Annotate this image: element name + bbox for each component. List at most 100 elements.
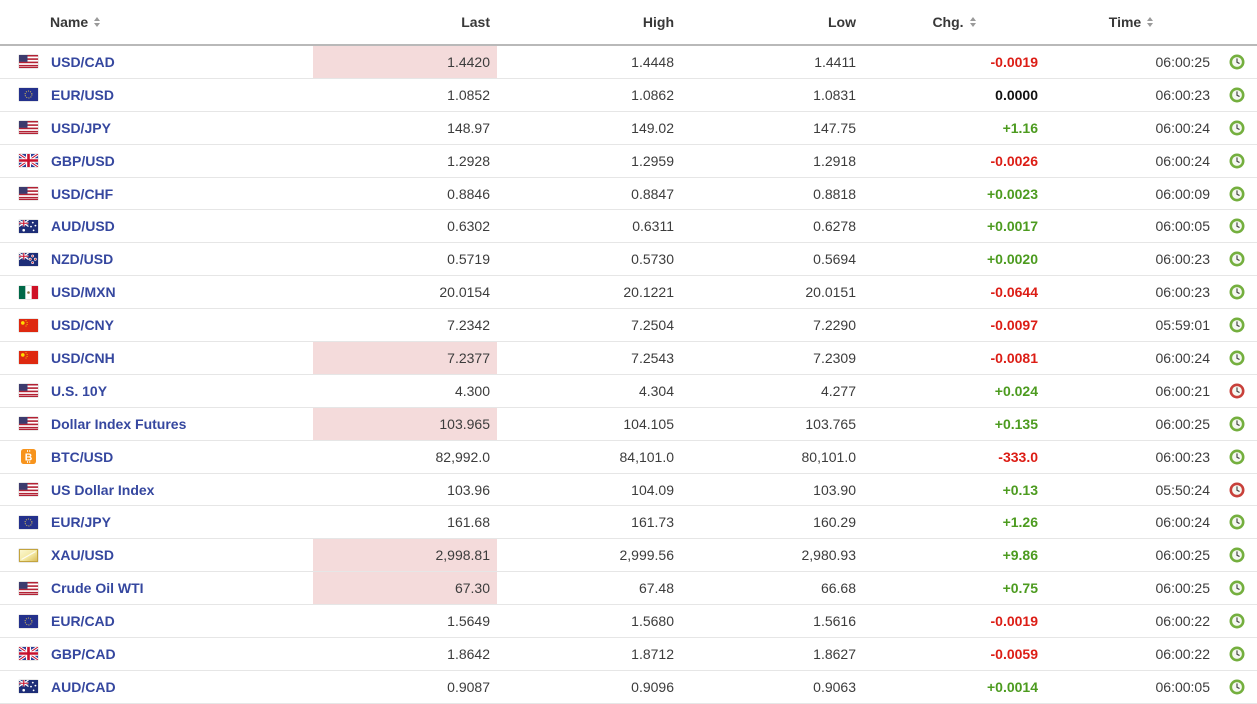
instrument-cell: GBP/CAD bbox=[0, 638, 313, 670]
high-cell: 7.2504 bbox=[631, 317, 674, 334]
instrument-name-link[interactable]: BTC/USD bbox=[51, 448, 114, 465]
instrument-name-link[interactable]: GBP/CAD bbox=[51, 645, 116, 662]
instrument-name-link[interactable]: AUD/USD bbox=[51, 218, 115, 235]
last-cell: 1.8642 bbox=[447, 645, 490, 662]
clock-live-icon bbox=[1217, 309, 1257, 341]
instrument-cell: B BTC/USD bbox=[0, 441, 313, 473]
low-cell: 80,101.0 bbox=[801, 448, 857, 465]
instrument-cell: USD/CHF bbox=[0, 178, 313, 210]
low-cell: 1.0831 bbox=[813, 86, 856, 103]
change-cell: +0.0014 bbox=[987, 678, 1038, 695]
instrument-name-link[interactable]: USD/CAD bbox=[51, 53, 115, 70]
instrument-cell: NZD/USD bbox=[0, 243, 313, 275]
instrument-name-link[interactable]: GBP/USD bbox=[51, 152, 115, 169]
clock-live-icon bbox=[1217, 178, 1257, 210]
instrument-name-link[interactable]: AUD/CAD bbox=[51, 678, 116, 695]
high-cell: 1.5680 bbox=[631, 613, 674, 630]
table-row: EUR/USD 1.0852 1.0862 1.0831 0.0000 06:00:23 bbox=[0, 79, 1257, 112]
instrument-name-link[interactable]: Crude Oil WTI bbox=[51, 580, 144, 597]
instrument-name-link[interactable]: EUR/USD bbox=[51, 86, 115, 103]
table-row: Dollar Index Futures 103.965 104.105 103.76… bbox=[0, 407, 1257, 441]
col-header-chg[interactable]: Chg. bbox=[863, 14, 1045, 30]
change-cell: +1.26 bbox=[1002, 514, 1038, 531]
table-body: USD/CAD 1.4420 1.4448 1.4411 -0.0019 06:00:25… bbox=[0, 46, 1257, 704]
last-cell: 148.97 bbox=[447, 119, 490, 136]
col-header-low: Low bbox=[681, 14, 863, 30]
instrument-name-link[interactable]: US Dollar Index bbox=[51, 481, 155, 498]
col-header-last: Last bbox=[313, 14, 497, 30]
change-cell: +9.86 bbox=[1002, 547, 1038, 564]
high-cell: 1.8712 bbox=[631, 645, 674, 662]
instrument-name-link[interactable]: U.S. 10Y bbox=[51, 382, 108, 399]
change-cell: -0.0019 bbox=[990, 53, 1038, 70]
table-row: GBP/USD 1.2928 1.2959 1.2918 -0.0026 06:00:24 bbox=[0, 145, 1257, 178]
low-cell: 0.8818 bbox=[813, 185, 856, 202]
last-cell: 7.2377 bbox=[313, 342, 497, 374]
last-cell: 103.96 bbox=[447, 481, 490, 498]
col-header-high: High bbox=[497, 14, 681, 30]
table-row: USD/CNH 7.2377 7.2543 7.2309 -0.0081 06:00:24 bbox=[0, 342, 1257, 375]
last-cell: 0.8846 bbox=[447, 185, 490, 202]
instrument-name-link[interactable]: USD/MXN bbox=[51, 284, 116, 301]
high-cell: 1.0862 bbox=[631, 86, 674, 103]
time-cell: 05:59:01 bbox=[1155, 317, 1211, 334]
sort-arrows-icon bbox=[94, 17, 101, 27]
high-cell: 84,101.0 bbox=[619, 448, 675, 465]
last-cell: 0.6302 bbox=[447, 218, 490, 235]
time-cell: 06:00:09 bbox=[1155, 185, 1211, 202]
instrument-name-link[interactable]: NZD/USD bbox=[51, 251, 114, 268]
high-cell: 2,999.56 bbox=[619, 547, 675, 564]
instrument-cell: AUD/USD bbox=[0, 210, 313, 242]
col-header-time[interactable]: Time bbox=[1045, 14, 1217, 30]
last-cell: 0.9087 bbox=[447, 678, 490, 695]
instrument-name-link[interactable]: USD/JPY bbox=[51, 119, 111, 136]
clock-live-icon bbox=[1217, 441, 1257, 473]
australia-flag-icon bbox=[18, 679, 38, 694]
high-cell: 7.2543 bbox=[631, 349, 674, 366]
clock-live-icon bbox=[1217, 276, 1257, 308]
instrument-name-link[interactable]: USD/CHF bbox=[51, 185, 114, 202]
instrument-cell: USD/CAD bbox=[0, 46, 313, 78]
high-cell: 4.304 bbox=[638, 382, 674, 399]
clock-live-icon bbox=[1217, 408, 1257, 440]
table-row: NZD/USD 0.5719 0.5730 0.5694 +0.0020 06:00:23 bbox=[0, 243, 1257, 277]
eu-flag-icon bbox=[18, 87, 38, 102]
high-cell: 149.02 bbox=[631, 119, 674, 136]
table-row: USD/CHF 0.8846 0.8847 0.8818 +0.0023 06:00:09 bbox=[0, 178, 1257, 211]
instrument-name-link[interactable]: USD/CNY bbox=[51, 317, 115, 334]
time-cell: 06:00:21 bbox=[1155, 382, 1211, 399]
table-row: EUR/JPY 161.68 161.73 160.29 +1.26 06:00:24 bbox=[0, 506, 1257, 540]
uk-flag-icon bbox=[18, 646, 38, 661]
instrument-cell: Dollar Index Futures bbox=[0, 408, 313, 440]
instrument-name-link[interactable]: EUR/JPY bbox=[51, 514, 111, 531]
table-row: US Dollar Index 103.96 104.09 103.90 +0.13 05… bbox=[0, 474, 1257, 507]
time-cell: 06:00:25 bbox=[1155, 53, 1211, 70]
svg-text:B: B bbox=[24, 451, 32, 463]
clock-live-icon bbox=[1217, 210, 1257, 242]
table-row: XAU/USD 2,998.81 2,999.56 2,980.93 +9.86 06:0… bbox=[0, 539, 1257, 573]
instrument-name-link[interactable]: EUR/CAD bbox=[51, 613, 115, 630]
table-header-row: Name Last High Low Chg. Time bbox=[0, 0, 1257, 46]
new-zealand-flag-icon bbox=[18, 252, 38, 267]
high-cell: 1.4448 bbox=[631, 53, 674, 70]
low-cell: 1.2918 bbox=[813, 152, 856, 169]
last-cell: 1.5649 bbox=[447, 613, 490, 630]
instrument-name-link[interactable]: XAU/USD bbox=[51, 547, 115, 564]
last-cell: 2,998.81 bbox=[313, 539, 497, 572]
clock-live-icon bbox=[1217, 638, 1257, 670]
instrument-name-link[interactable]: Dollar Index Futures bbox=[51, 415, 187, 432]
low-cell: 2,980.93 bbox=[801, 547, 857, 564]
table-row: B BTC/USD 82,992.0 84,101.0 80,101.0 -333.0 06… bbox=[0, 441, 1257, 474]
low-cell: 7.2290 bbox=[813, 317, 856, 334]
time-cell: 06:00:23 bbox=[1155, 448, 1211, 465]
instrument-cell: XAU/USD bbox=[0, 539, 313, 571]
table-row: USD/JPY 148.97 149.02 147.75 +1.16 06:00:24 bbox=[0, 112, 1257, 145]
high-cell: 0.8847 bbox=[631, 185, 674, 202]
instrument-name-link[interactable]: USD/CNH bbox=[51, 349, 115, 366]
low-cell: 66.68 bbox=[820, 580, 856, 597]
time-cell: 06:00:23 bbox=[1155, 86, 1211, 103]
low-cell: 7.2309 bbox=[813, 349, 856, 366]
low-cell: 147.75 bbox=[813, 119, 856, 136]
col-header-name[interactable]: Name bbox=[0, 14, 313, 30]
us-flag-icon bbox=[18, 482, 38, 497]
